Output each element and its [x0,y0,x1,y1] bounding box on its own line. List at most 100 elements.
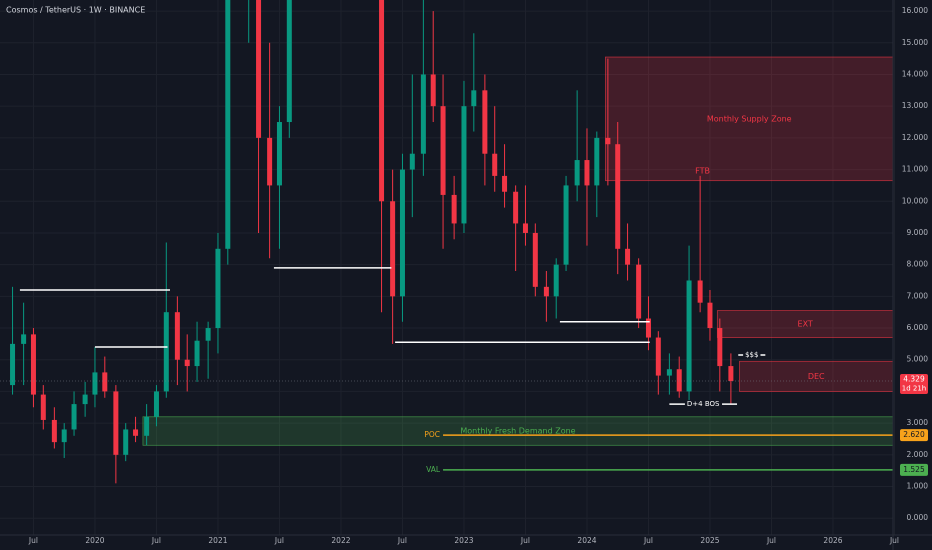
x-tick-label: 2021 [208,536,227,545]
candle-body [390,201,396,297]
candle-body [532,232,538,287]
candle-body [82,394,88,405]
candle-body [615,144,621,249]
y-tick-label: 16.000 [902,6,928,15]
chart-title: Cosmos / TetherUS · 1W · BINANCE [6,6,145,15]
x-tick-label: Jul [766,536,776,545]
candle-body [645,318,651,338]
candle-body [451,194,457,224]
candle-body [174,312,180,360]
candle-body [676,369,682,392]
y-tick-label: 5.000 [907,355,929,364]
candle-body [184,359,190,367]
candle-body [205,328,211,341]
candle-body [379,0,385,202]
candle-body [61,429,67,443]
price-tag [900,429,928,442]
candle-body [133,429,139,436]
x-tick-label: Jul [643,536,653,545]
x-tick-label: 2022 [331,536,350,545]
candle-body [563,185,569,265]
candle-body [163,312,169,392]
candle-body [728,366,734,381]
candle-body [553,264,559,297]
candle-body [430,74,436,107]
candle-body [225,0,231,249]
x-tick-label: Jul [151,536,161,545]
candle-body [574,160,580,186]
y-tick-label: 7.000 [907,291,929,300]
candle-body [461,106,467,224]
price-tag-label: 1.525 [903,465,925,474]
candle-body [399,169,405,297]
candle-body [513,191,519,224]
candle-body [40,394,46,420]
candle-body [717,328,723,367]
zone [605,56,893,182]
candle-body [492,153,498,176]
candle-body [686,280,692,392]
candle-body [215,248,221,329]
candle-body [605,137,611,145]
candle-body [471,90,477,107]
last-price-label: 4.329 [903,374,925,383]
x-tick-label: Jul [520,536,530,545]
candle-body [482,90,488,154]
candle-body [502,175,508,192]
zone-label: Monthly Supply Zone [707,114,792,123]
level-label: $$$ [745,351,758,359]
candle-body [113,391,119,455]
candle-body [697,280,703,303]
y-tick-label: 6.000 [907,323,929,332]
countdown-label: 1d 21h [902,384,926,392]
candle-body [194,340,200,367]
y-tick-label: 0.000 [907,513,929,522]
candle-body [71,404,77,430]
plot-area: Monthly Supply Zone EXT DEC Monthly Fresh D… [0,0,893,484]
y-tick-label: 12.000 [902,133,928,142]
candle-body [594,137,600,186]
candle-body [102,372,108,392]
y-tick-label: 15.000 [902,38,928,47]
candle-body [409,153,415,170]
x-tick-label: 2024 [577,536,596,545]
marker-label: FTB [695,167,710,176]
candle-body [522,223,528,233]
candle-body [144,416,150,436]
level-label: D+4 BOS [687,400,720,408]
x-tick-label: Jul [28,536,38,545]
candle-body [276,122,282,186]
y-tick-label: 11.000 [902,165,928,174]
candle-body [286,0,292,123]
zone-label: DEC [808,372,825,381]
candle-body [123,429,129,455]
x-tick-label: 2020 [85,536,104,545]
candle-body [707,302,713,329]
y-tick-label: 1.000 [907,482,929,491]
x-tick-label: 2023 [454,536,473,545]
candle-body [153,391,159,417]
y-tick-label: 10.000 [902,196,928,205]
x-tick-label: Jul [274,536,284,545]
candle-body [92,372,98,395]
profile-line-label: VAL [426,465,441,474]
candle-body [10,343,16,386]
candle-body [21,334,27,344]
candle-body [666,369,672,376]
y-tick-label: 3.000 [907,418,929,427]
candle-body [267,137,273,186]
x-tick-label: 2025 [700,536,719,545]
candle-body [51,419,57,443]
candle-body [655,337,661,376]
y-tick-label: 9.000 [907,228,929,237]
candle-body [625,248,631,265]
candle-body [543,286,549,297]
price-tag-label: 2.620 [903,430,925,439]
zone-label: Monthly Fresh Demand Zone [460,427,575,436]
level-label-bg [684,400,723,409]
profile-line-label: POC [424,430,440,439]
candle-body [420,74,426,154]
candle-body [440,106,446,195]
